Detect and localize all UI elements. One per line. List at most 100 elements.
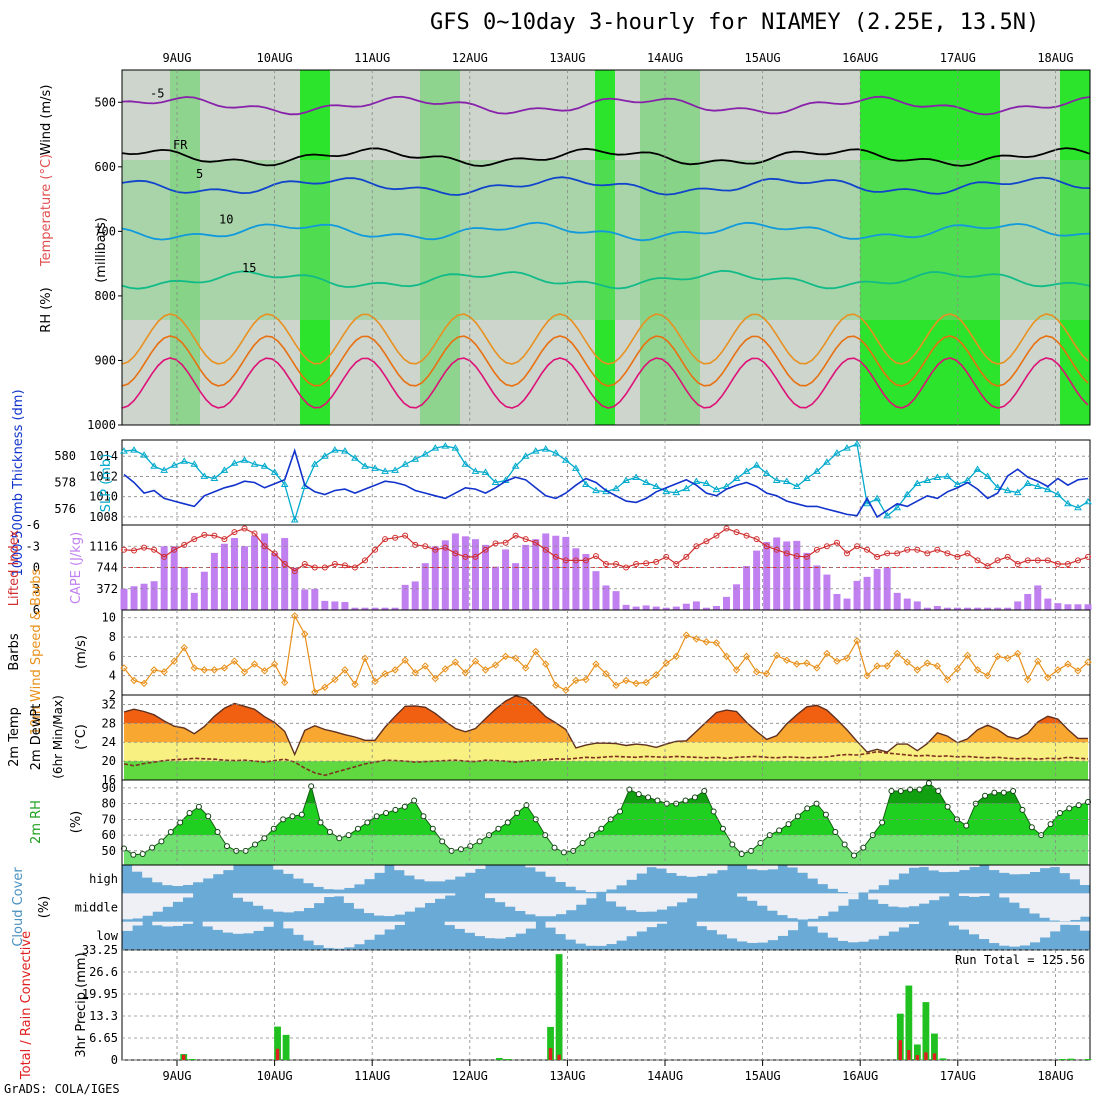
cloud-clear-cell xyxy=(323,893,335,898)
cloud-clear-cell xyxy=(565,921,577,940)
wind-marker xyxy=(260,667,269,675)
li-marker xyxy=(241,525,248,532)
isotherm-label: 10 xyxy=(219,212,233,226)
cloud-clear-cell xyxy=(595,865,607,892)
slp-marker xyxy=(421,450,430,457)
wind-marker xyxy=(170,657,178,665)
cloud-clear-cell xyxy=(696,921,708,927)
cloud-clear-cell xyxy=(283,865,294,874)
li-marker xyxy=(683,553,690,560)
cloud-clear-cell xyxy=(323,921,335,948)
li-marker xyxy=(151,546,158,553)
rh-marker xyxy=(186,810,193,817)
wind-marker xyxy=(240,668,249,676)
slp-marker xyxy=(782,477,791,484)
cloud-clear-cell xyxy=(273,865,284,870)
cloud-clear-cell xyxy=(162,865,173,886)
rh-marker xyxy=(429,825,436,832)
cloud-clear-cell xyxy=(404,865,415,876)
li-line xyxy=(123,527,1089,572)
cape-bar xyxy=(1084,604,1092,610)
cloud-clear-cell xyxy=(858,921,869,942)
temp-axis-label: Temperature (°C) xyxy=(39,154,54,267)
precip-total-bar xyxy=(931,1033,938,1060)
li-marker xyxy=(482,546,489,553)
cloud-clear-cell xyxy=(434,893,446,899)
wind-marker xyxy=(511,654,520,663)
cloud-clear-cell xyxy=(1079,893,1091,917)
li-marker xyxy=(743,532,750,539)
rh-band xyxy=(124,835,1088,865)
wind-marker xyxy=(672,652,680,661)
li-marker xyxy=(864,546,871,553)
cape-bar xyxy=(743,566,751,610)
cape-bar xyxy=(753,550,761,610)
bottom-date-label: 9AUG xyxy=(163,1069,192,1083)
slp-marker xyxy=(1053,490,1062,498)
cloud-clear-cell xyxy=(162,921,173,927)
rh-marker xyxy=(925,780,932,787)
slp-marker xyxy=(883,511,892,519)
cape-bar xyxy=(974,607,982,610)
slp-marker xyxy=(1084,497,1092,505)
precip-total-bar xyxy=(913,1044,921,1060)
rh-marker xyxy=(392,806,399,813)
precip-conv-bar xyxy=(907,1050,911,1060)
cloud-clear-cell xyxy=(817,921,829,933)
rh-mid-band xyxy=(122,160,1090,320)
cloud-clear-cell xyxy=(1049,865,1061,868)
cloud-clear-cell xyxy=(122,921,133,931)
slp-axis-label: SLP (mb) xyxy=(99,454,114,513)
slp-marker xyxy=(481,468,490,475)
cloud-clear-cell xyxy=(908,865,920,868)
rh-marker xyxy=(326,828,333,835)
li-marker xyxy=(201,531,208,538)
cape-bar xyxy=(773,537,781,610)
cloud-clear-cell xyxy=(868,893,879,900)
temp-axis-label: 2m Temp xyxy=(7,707,22,767)
li-marker xyxy=(442,544,449,551)
li-marker xyxy=(592,553,599,560)
cloud-clear-cell xyxy=(888,865,899,880)
cloud-clear-cell xyxy=(1029,865,1041,872)
rh-marker xyxy=(888,788,895,795)
rh-marker xyxy=(298,811,305,818)
li-marker xyxy=(884,550,891,557)
cloud-clear-cell xyxy=(454,921,466,929)
cloud-clear-cell xyxy=(1049,921,1061,932)
cloud-clear-cell xyxy=(485,893,496,899)
cloud-clear-cell xyxy=(676,893,688,903)
cloud-clear-cell xyxy=(938,865,950,873)
cloud-clear-cell xyxy=(686,893,698,899)
cloud-clear-cell xyxy=(958,865,970,871)
slp-marker xyxy=(993,483,1002,491)
cape-bar xyxy=(210,552,218,610)
cloud-clear-cell xyxy=(424,865,436,882)
cloud-clear-cell xyxy=(646,921,657,928)
cloud-clear-cell xyxy=(606,893,617,902)
slp-marker xyxy=(411,455,420,462)
cape-bar xyxy=(220,543,228,610)
li-tick-label: -3 xyxy=(26,539,40,553)
rh-marker xyxy=(710,808,717,815)
rh-marker xyxy=(701,788,708,795)
cloud-tick-label: high xyxy=(89,872,118,886)
slp-marker xyxy=(310,460,319,467)
cloud-clear-cell xyxy=(898,865,909,874)
cloud-clear-cell xyxy=(767,865,778,870)
cloud-clear-cell xyxy=(343,921,355,948)
precip-conv-bar xyxy=(898,1040,903,1060)
cloud-clear-cell xyxy=(202,921,214,927)
wind-marker xyxy=(481,666,490,674)
wind-marker xyxy=(401,656,409,664)
warm-contour xyxy=(121,357,1089,409)
cloud-clear-cell xyxy=(555,865,567,883)
precip-frame xyxy=(121,949,1091,1061)
rh-marker xyxy=(935,788,942,795)
top-date-label: 10AUG xyxy=(257,51,293,65)
slp-marker xyxy=(712,485,721,493)
cloud-clear-cell xyxy=(142,893,153,916)
temp-units-label: (°C) xyxy=(74,724,89,750)
precip-right-axis-label: 3hr Precip (mm) xyxy=(74,952,89,1057)
rh-marker xyxy=(214,828,221,835)
